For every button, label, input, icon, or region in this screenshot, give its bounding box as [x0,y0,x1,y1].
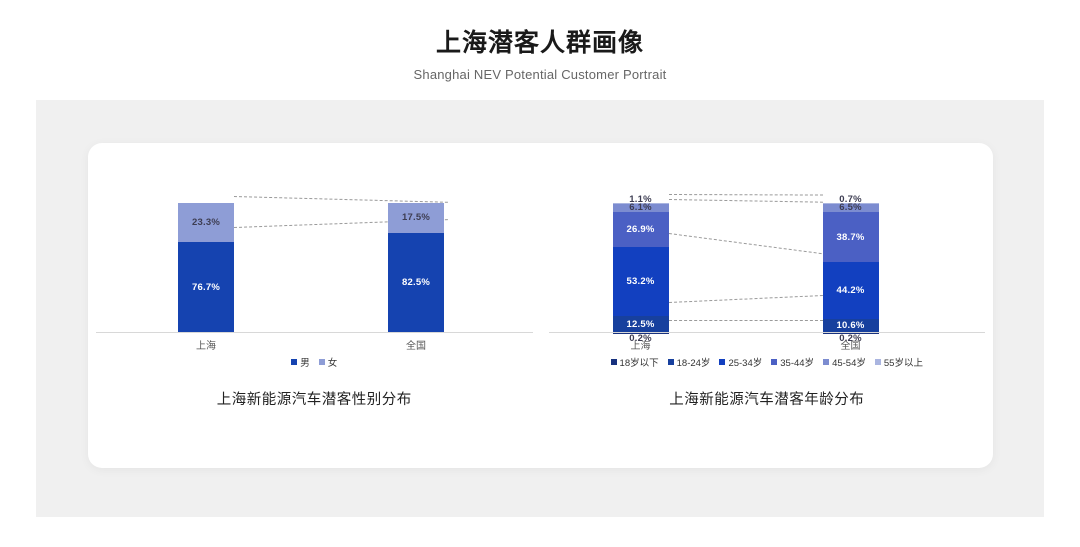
legend-item-18-24[interactable]: 18-24岁 [667,355,711,369]
age-column-shanghai[interactable]: 1.1% 6.1% 26.9% 53.2% 12.5% 0. [612,194,669,344]
gender-segment-female-shanghai[interactable]: 23.3% [178,203,234,243]
legend-item-female[interactable]: 女 [318,355,338,369]
page-header: 上海潜客人群画像 Shanghai NEV Potential Customer… [0,0,1080,82]
gender-segment-male-national[interactable]: 82.5% [388,232,444,333]
age-segment-55plus-shanghai[interactable]: 1.1% [612,194,669,205]
legend-item-35-44[interactable]: 35-44岁 [771,355,814,369]
age-legend: 18岁以下 18-24岁 25-34岁 35-44岁 45-54岁 55岁以上 [541,355,994,369]
age-segment-18-24-shanghai[interactable]: 12.5% [612,316,669,333]
age-connector-45-54 [668,199,823,203]
legend-item-under18[interactable]: 18岁以下 [610,355,659,369]
age-segment-label: 10.6% [836,320,865,332]
age-segment-label: 44.2% [836,285,865,297]
chart-age-distribution: 1.1% 6.1% 26.9% 53.2% 12.5% 0. [541,143,994,468]
age-tick-shanghai: 上海 [630,341,651,352]
legend-swatch-icon [667,359,674,365]
age-plot-inner: 1.1% 6.1% 26.9% 53.2% 12.5% 0. [541,193,994,344]
gender-segment-label: 82.5% [402,277,430,289]
legend-item-55plus[interactable]: 55岁以上 [874,355,923,369]
gender-segment-label: 23.3% [192,217,220,229]
age-column-national[interactable]: 0.7% 6.5% 38.7% 44.2% 10.6% 0. [822,194,879,344]
age-segment-label: 0.7% [839,194,862,205]
legend-swatch-icon [823,359,830,365]
age-segment-label: 12.5% [626,319,655,331]
legend-swatch-icon [318,359,325,365]
age-connector-25-34 [668,295,823,303]
gender-tick-shanghai: 上海 [196,341,216,352]
legend-label: 25-34岁 [728,358,763,369]
gender-plot-area: 23.3% 76.7% 17.5% 82.5% 上海 [88,143,541,352]
legend-label: 18-24岁 [676,358,711,369]
age-connector-35-44 [668,233,822,255]
legend-label: 18岁以下 [619,358,659,369]
page-subtitle: Shanghai NEV Potential Customer Portrait [413,67,667,82]
age-segment-55plus-national[interactable]: 0.7% [822,194,879,205]
age-segment-label: 26.9% [626,224,655,236]
age-connector-18-24 [668,319,823,321]
age-segment-label: 0.2% [839,332,862,344]
age-chart-caption: 上海新能源汽车潜客年龄分布 [669,392,865,408]
age-axis-line [548,332,985,333]
age-connector-55plus [668,194,823,196]
legend-swatch-icon [610,359,617,365]
legend-label: 55岁以上 [883,358,923,369]
page-title: 上海潜客人群画像 [435,29,644,57]
age-plot-area: 1.1% 6.1% 26.9% 53.2% 12.5% 0. [541,143,994,352]
age-segment-label: 0.2% [629,332,652,344]
gender-tick-national: 全国 [406,341,426,352]
age-segment-label: 6.5% [839,201,862,213]
gender-chart-caption: 上海新能源汽车潜客性别分布 [216,392,412,408]
age-segment-label: 1.1% [629,194,652,205]
gender-segment-label: 76.7% [192,282,220,294]
age-segment-label: 53.2% [626,276,655,288]
gender-connector-top [233,196,448,203]
age-segment-35-44-shanghai[interactable]: 26.9% [612,212,669,248]
legend-item-25-34[interactable]: 25-34岁 [719,355,762,369]
legend-label: 35-44岁 [780,358,815,369]
age-segment-25-34-national[interactable]: 44.2% [822,262,879,320]
age-segment-18-24-national[interactable]: 10.6% [822,319,879,333]
gender-legend: 男 女 [88,355,541,369]
age-segment-label: 6.1% [629,202,652,214]
gender-segment-female-national[interactable]: 17.5% [388,203,444,233]
legend-label: 45-54岁 [832,358,866,369]
charts-row: 23.3% 76.7% 17.5% 82.5% 上海 [88,143,993,468]
gender-segment-label: 17.5% [402,212,430,224]
legend-item-45-54[interactable]: 45-54岁 [823,355,866,369]
age-tick-national: 全国 [840,341,861,352]
age-segment-45-54-shanghai[interactable]: 6.1% [612,202,669,214]
legend-item-male[interactable]: 男 [291,355,310,369]
legend-swatch-icon [291,359,298,365]
age-segment-35-44-national[interactable]: 38.7% [822,212,879,263]
gender-axis-line [96,332,533,333]
age-segment-label: 38.7% [836,231,865,243]
gender-segment-male-shanghai[interactable]: 76.7% [178,242,234,333]
legend-label: 女 [327,358,338,369]
legend-swatch-icon [719,359,726,365]
legend-swatch-icon [874,359,881,365]
gender-column-shanghai[interactable]: 23.3% 76.7% [178,203,234,333]
age-segment-25-34-shanghai[interactable]: 53.2% [612,247,669,317]
gender-column-national[interactable]: 17.5% 82.5% [388,203,444,333]
legend-label: 男 [300,358,310,369]
chart-gender-distribution: 23.3% 76.7% 17.5% 82.5% 上海 [88,143,541,468]
gender-plot-inner: 23.3% 76.7% 17.5% 82.5% [88,193,541,333]
age-segment-45-54-national[interactable]: 6.5% [822,201,879,213]
legend-swatch-icon [771,359,778,365]
